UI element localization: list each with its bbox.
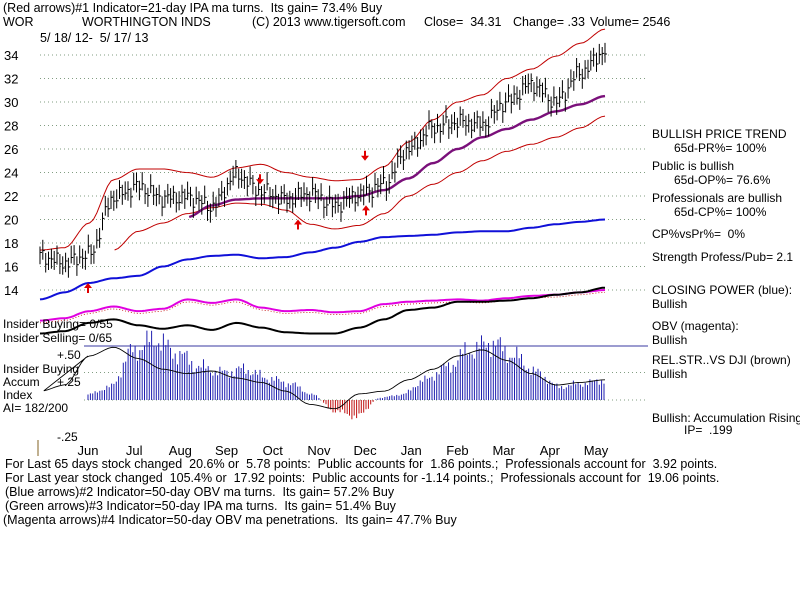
price-ma-line	[188, 94, 606, 219]
date-range: 5/ 18/ 12- 5/ 17/ 13	[40, 31, 149, 45]
buy-arrow	[84, 282, 92, 293]
cp-value: 65d-CP%= 100%	[674, 205, 767, 219]
footer-indicator-4: (Magenta arrows)#4 Indicator=50-day OBV …	[3, 513, 457, 527]
relstr-label: REL.STR..VS DJI (brown)	[652, 353, 791, 367]
indicator-1-line: (Red arrows)#1 Indicator=21-day IPA ma t…	[3, 1, 383, 15]
month-label: May	[584, 443, 609, 458]
footer-year: For Last year stock changed 105.4% or 17…	[5, 471, 720, 485]
price-tick-label: 28	[4, 119, 18, 134]
op-value: 65d-OP%= 76.6%	[674, 173, 771, 187]
footer-indicator-2: (Blue arrows)#2 Indicator=50-day OBV ma …	[5, 485, 395, 499]
month-label: Mar	[492, 443, 515, 458]
trend-title: BULLISH PRICE TREND	[652, 127, 787, 141]
index-label: Index	[3, 388, 33, 402]
price-tick-label: 18	[4, 236, 18, 251]
month-label: Dec	[354, 443, 378, 458]
company-name: WORTHINGTON INDS	[82, 15, 211, 29]
strength-ratio: Strength Profess/Pub= 2.1	[652, 250, 794, 264]
month-label: Jan	[401, 443, 422, 458]
acc-axis-p25: +.25	[57, 375, 81, 389]
change-value: Change= .33	[513, 15, 585, 29]
sell-arrow	[256, 174, 264, 185]
month-label: Oct	[263, 443, 284, 458]
professionals-label: Professionals are bullish	[652, 191, 783, 205]
price-tick-label: 22	[4, 189, 18, 204]
signal-arrows	[84, 150, 370, 293]
close-value: Close= 34.31	[424, 15, 502, 29]
footer-indicator-3: (Green arrows)#3 Indicator=50-day IPA ma…	[5, 499, 396, 513]
month-label: Jul	[126, 443, 143, 458]
buy-arrow	[362, 205, 370, 216]
pr-value: 65d-PR%= 100%	[674, 141, 767, 155]
obv-value: Bullish	[652, 333, 688, 347]
ai-value: AI= 182/200	[3, 401, 69, 415]
insider-buying: Insider Buying= 0/55	[3, 317, 113, 331]
chart-lines	[39, 28, 606, 410]
relstr-value: Bullish	[652, 367, 688, 381]
price-tick-label: 30	[4, 95, 18, 110]
sell-arrow	[361, 150, 369, 161]
month-label: Feb	[446, 443, 468, 458]
accumulation-ma-line	[43, 346, 606, 410]
month-label: Apr	[540, 443, 561, 458]
accumulation-bars	[87, 330, 605, 420]
acc-axis-p50: +.50	[57, 348, 81, 362]
insider-buying-2: Insider Buying	[3, 362, 80, 376]
obv-ma-line	[39, 291, 606, 324]
month-label: Aug	[169, 443, 192, 458]
closing-power-line	[39, 218, 606, 301]
month-label: Jun	[78, 443, 99, 458]
volume-value: Volume= 2546	[590, 15, 671, 29]
relative-strength-line	[39, 286, 606, 335]
buy-arrow	[294, 219, 302, 230]
month-label: Nov	[307, 443, 331, 458]
cp-vs-pr: CP%vsPr%= 0%	[652, 227, 746, 241]
closing-power-label: CLOSING POWER (blue):	[652, 283, 793, 297]
price-tick-label: 24	[4, 166, 18, 181]
acc-axis-m25: -.25	[57, 430, 78, 444]
public-label: Public is bullish	[652, 159, 735, 173]
price-tick-label: 16	[4, 260, 18, 275]
lower-band-line	[114, 115, 606, 251]
footer-65day: For Last 65 days stock changed 20.6% or …	[5, 457, 718, 471]
price-tick-label: 26	[4, 142, 18, 157]
ip-value: IP= .199	[684, 423, 733, 437]
ticker: WOR	[3, 15, 34, 29]
accum-rising: Bullish: Accumulation Rising	[652, 411, 800, 425]
price-tick-label: 14	[4, 283, 18, 298]
copyright: (C) 2013 www.tigersoft.com	[252, 15, 406, 29]
price-tick-label: 20	[4, 213, 18, 228]
obv-label: OBV (magenta):	[652, 319, 739, 333]
accum-label: Accum	[3, 375, 40, 389]
price-tick-label: 32	[4, 72, 18, 87]
month-label: Sep	[215, 443, 238, 458]
upper-band-line	[39, 28, 606, 251]
price-axis-ticks: 14 16 18 20 22 24 26 28 30 32 34	[4, 48, 18, 298]
price-tick-label: 34	[4, 48, 18, 63]
obv-line	[39, 289, 606, 322]
closing-power-value: Bullish	[652, 297, 688, 311]
insider-selling: Insider Selling= 0/65	[3, 331, 113, 345]
price-bars	[39, 42, 607, 278]
month-axis-labels: Jun Jul Aug Sep Oct Nov Dec Jan Feb Mar Apr May	[78, 443, 609, 458]
